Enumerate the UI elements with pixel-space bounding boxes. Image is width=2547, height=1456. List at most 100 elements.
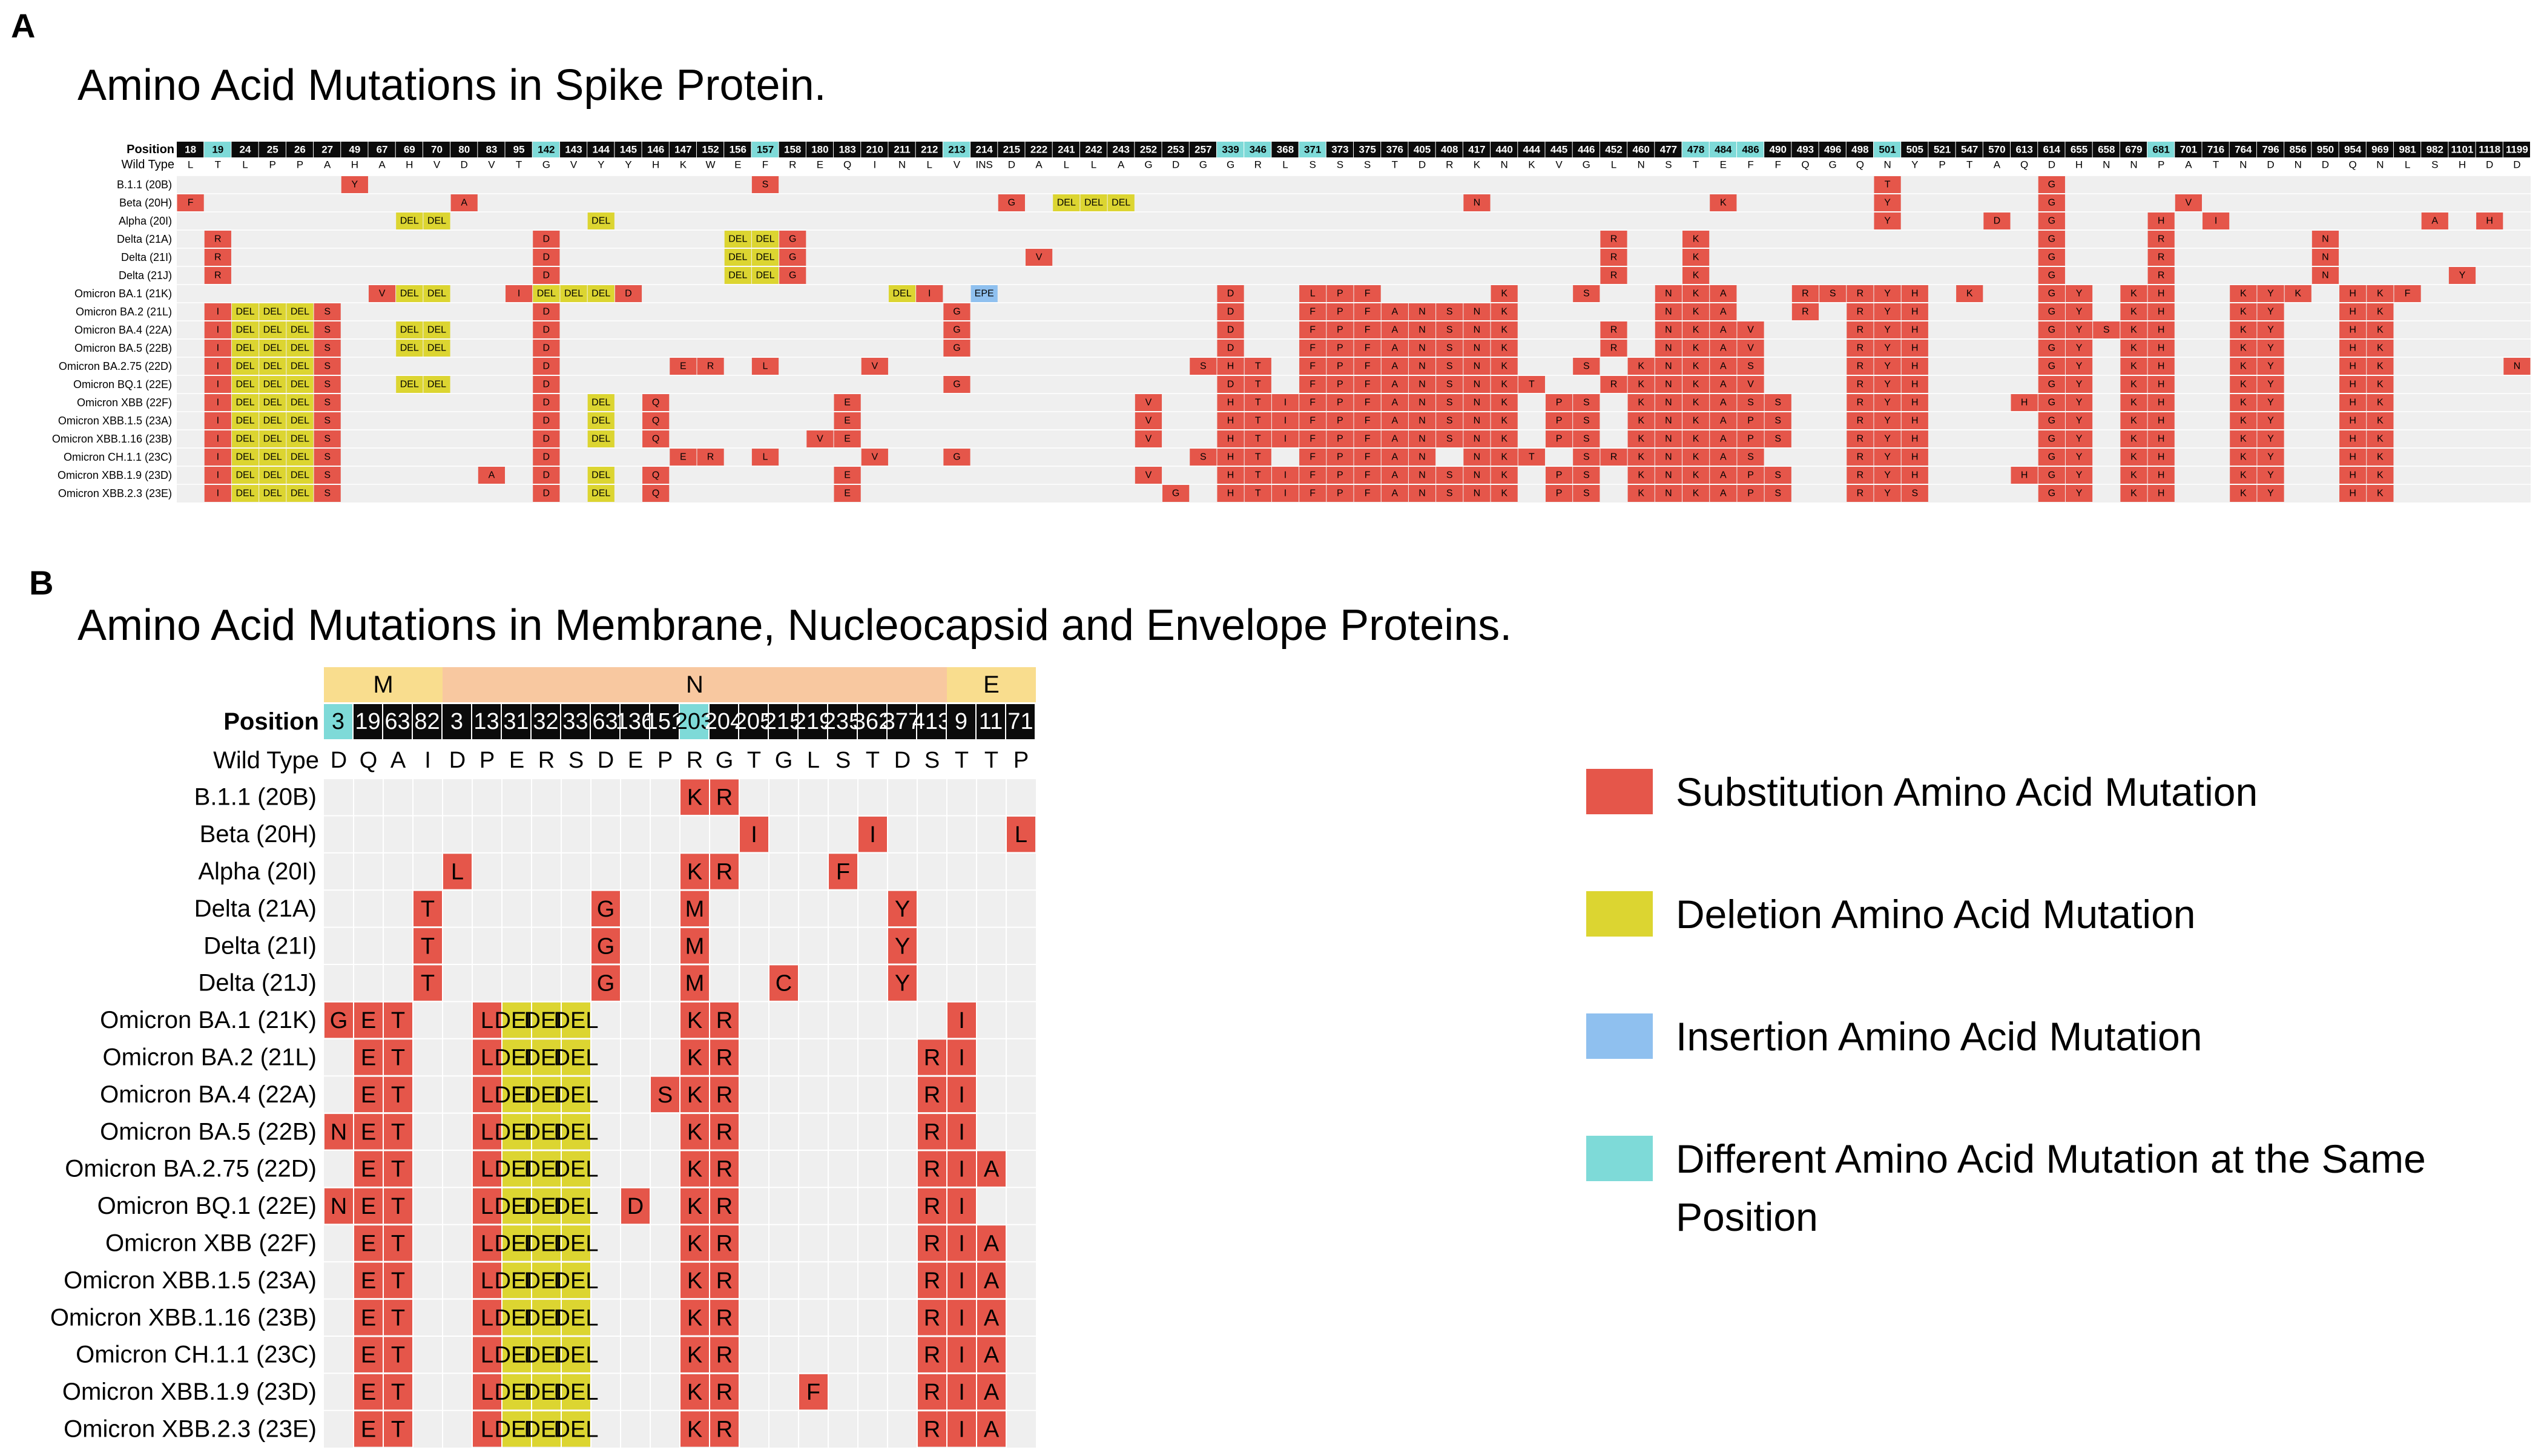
mne-wildtype-residue: G bbox=[716, 748, 734, 773]
spike-position-cell bbox=[231, 142, 259, 157]
spike-mutation-cell bbox=[1791, 303, 1819, 320]
spike-mutation-label: N bbox=[2322, 252, 2329, 263]
spike-position-tick: 490 bbox=[1770, 144, 1787, 156]
spike-position-cell bbox=[505, 142, 532, 157]
spike-mutation-cell bbox=[2448, 267, 2476, 284]
spike-mutation-cell bbox=[724, 231, 751, 248]
spike-position-label: Position bbox=[127, 143, 174, 156]
spike-position-cell bbox=[2256, 142, 2284, 157]
spike-wildtype-residue: W bbox=[706, 159, 716, 171]
spike-mutation-label: DEL bbox=[236, 307, 254, 317]
spike-position-tick: 18 bbox=[185, 144, 196, 156]
spike-wildtype-residue: L bbox=[1091, 159, 1096, 171]
spike-mutation-cell bbox=[1053, 194, 1080, 211]
spike-mutation-label: T bbox=[1885, 180, 1891, 190]
spike-position-cell bbox=[669, 142, 696, 157]
spike-wildtype-residue: T bbox=[2213, 159, 2219, 171]
mne-mutation-label: K bbox=[687, 1380, 702, 1405]
spike-position-cell bbox=[2284, 142, 2311, 157]
spike-mutation-cell bbox=[1354, 321, 1381, 338]
spike-mutation-cell bbox=[1463, 194, 1491, 211]
mne-mutation-label: A bbox=[984, 1157, 1000, 1182]
spike-mutation-label: G bbox=[2048, 180, 2055, 190]
mne-mutation-label: T bbox=[391, 1119, 405, 1145]
mne-mutation-label: T bbox=[391, 1194, 405, 1219]
spike-position-tick: 210 bbox=[866, 144, 883, 156]
spike-mutation-label: K bbox=[2377, 289, 2384, 299]
spike-mutation-label: N bbox=[1665, 307, 1672, 317]
spike-mutation-cell bbox=[1956, 285, 1983, 302]
spike-mutation-label: DEL bbox=[591, 216, 610, 226]
spike-position-tick: 440 bbox=[1495, 144, 1512, 156]
mne-mutation-label: R bbox=[924, 1343, 940, 1368]
spike-mutation-cell bbox=[1408, 303, 1436, 320]
spike-mutation-cell bbox=[1791, 285, 1819, 302]
spike-wildtype-residue: N bbox=[1501, 159, 1508, 171]
mne-position-tick: 3 bbox=[450, 709, 463, 734]
spike-wildtype-residue: Y bbox=[1911, 159, 1918, 171]
spike-wildtype-residue: V bbox=[954, 159, 961, 171]
spike-mutation-cell bbox=[2038, 321, 2065, 338]
spike-mutation-cell bbox=[1491, 321, 1518, 338]
spike-mutation-label: DEL bbox=[427, 325, 446, 335]
spike-mutation-label: K bbox=[1693, 343, 1699, 354]
mne-mutation-label: A bbox=[984, 1343, 1000, 1368]
spike-position-cell bbox=[395, 142, 423, 157]
spike-position-tick: 257 bbox=[1194, 144, 1211, 156]
spike-mutation-label: S bbox=[324, 343, 331, 354]
spike-variant-label: Omicron BA.5 (22B) bbox=[74, 342, 172, 354]
spike-mutation-label: G bbox=[789, 252, 796, 263]
spike-mutation-label: Y bbox=[2459, 271, 2466, 281]
spike-mutation-label: I bbox=[518, 289, 520, 299]
legend-substitution: Substitution Amino Acid Mutation bbox=[1586, 769, 2433, 891]
spike-wildtype-residue: N bbox=[2376, 159, 2384, 171]
spike-wildtype-residue: V bbox=[570, 159, 578, 171]
mne-mutation-label: T bbox=[421, 934, 435, 959]
spike-mutation-label: G bbox=[2048, 289, 2055, 299]
spike-wildtype-residue: E bbox=[734, 159, 741, 171]
spike-mutation-cell bbox=[533, 267, 560, 284]
spike-variant-label: Beta (20H) bbox=[119, 197, 172, 209]
spike-mutation-cell bbox=[1874, 212, 1901, 229]
spike-mutation-label: G bbox=[2048, 198, 2055, 208]
mne-position-tick: 413 bbox=[912, 709, 951, 734]
spike-position-tick: 701 bbox=[2180, 144, 2197, 156]
spike-mutation-cell bbox=[368, 285, 396, 302]
spike-mutation-cell bbox=[724, 267, 751, 284]
spike-wildtype-residue: H bbox=[652, 159, 659, 171]
spike-mutation-cell bbox=[2038, 340, 2065, 357]
spike-position-cell bbox=[2393, 142, 2421, 157]
spike-mutation-label: N bbox=[1418, 343, 1426, 354]
spike-position-tick: 444 bbox=[1523, 144, 1541, 156]
spike-wildtype-residue: P bbox=[297, 159, 303, 171]
spike-mutation-cell bbox=[1847, 321, 1874, 338]
spike-mutation-cell bbox=[1682, 285, 1710, 302]
spike-position-tick: 484 bbox=[1715, 144, 1732, 156]
spike-mutation-label: S bbox=[324, 307, 331, 317]
spike-position-cell bbox=[2476, 142, 2503, 157]
spike-wildtype-residue: D bbox=[2267, 159, 2274, 171]
spike-mutation-cell bbox=[1710, 340, 1737, 357]
spike-position-tick: 143 bbox=[565, 144, 582, 156]
mne-mutation-label: T bbox=[391, 1417, 405, 1443]
spike-position-tick: 142 bbox=[538, 144, 555, 156]
mne-mutation-label: R bbox=[924, 1268, 940, 1294]
spike-mutation-label: R bbox=[1610, 271, 1618, 281]
spike-wildtype-residue: K bbox=[1528, 159, 1535, 171]
spike-position-tick: 157 bbox=[757, 144, 774, 156]
spike-mutation-cell bbox=[2120, 340, 2147, 357]
spike-wildtype-residue: G bbox=[1829, 159, 1837, 171]
spike-mutation-cell bbox=[506, 285, 533, 302]
spike-position-tick: 408 bbox=[1441, 144, 1458, 156]
spike-mutation-label: DEL bbox=[400, 216, 419, 226]
protein-band-label: E bbox=[983, 671, 1000, 698]
spike-position-cell bbox=[341, 142, 368, 157]
mne-mutation-label: R bbox=[716, 1082, 733, 1108]
mne-position-tick: 13 bbox=[473, 709, 499, 734]
spike-mutation-cell bbox=[2038, 249, 2065, 266]
spike-mutation-label: H bbox=[2158, 307, 2165, 317]
spike-mutation-label: DEL bbox=[728, 252, 747, 263]
spike-position-tick: 19 bbox=[212, 144, 223, 156]
spike-wildtype-residue: R bbox=[1446, 159, 1453, 171]
spike-mutation-label: N bbox=[1665, 343, 1672, 354]
